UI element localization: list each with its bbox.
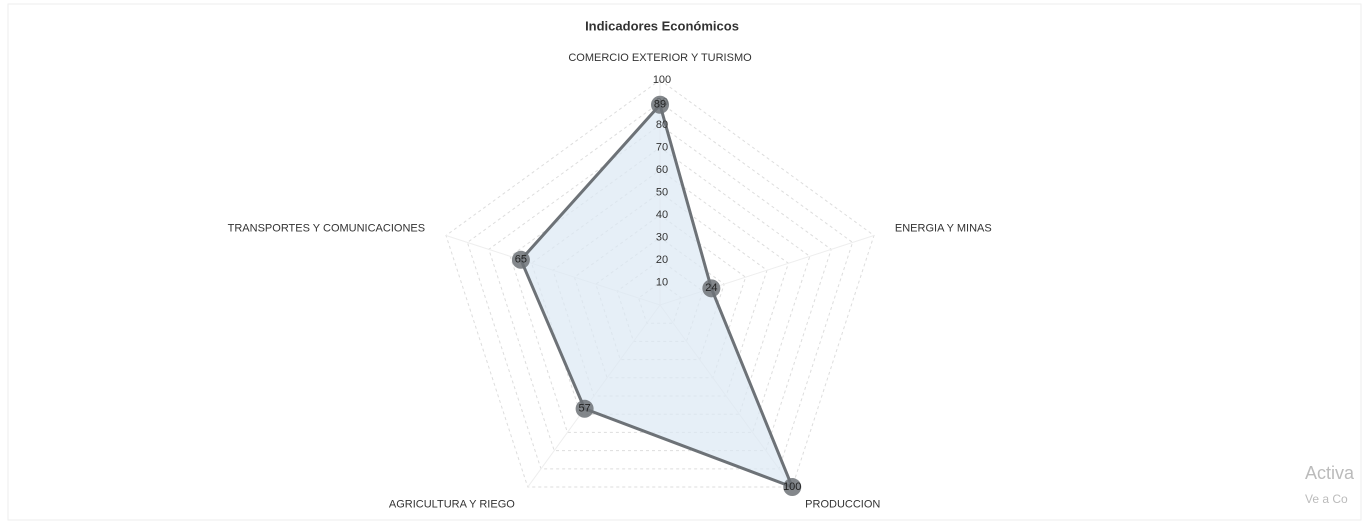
watermark: Ve a Co [1305, 492, 1348, 506]
watermark: Activa [1305, 463, 1355, 483]
grid-line [466, 101, 854, 470]
marker [575, 399, 594, 418]
data-label: 89 [654, 99, 666, 111]
grid-line [445, 79, 875, 488]
chart-title: Indicadores Económicos [585, 18, 739, 33]
category-label: AGRICULTURA Y RIEGO [389, 499, 515, 511]
marker [651, 95, 669, 114]
data-label: 24 [705, 282, 717, 294]
data-label: 57 [578, 403, 590, 415]
marker [783, 478, 802, 497]
tick-label: 10 [656, 276, 668, 288]
frame [7, 3, 1362, 521]
tick-label: 40 [656, 209, 668, 221]
tick-label: 30 [656, 231, 668, 243]
area [519, 103, 794, 489]
marker [702, 279, 721, 298]
tick-label: 70 [656, 141, 668, 153]
category-label: ENERGIA Y MINAS [895, 223, 992, 235]
tick-label: 80 [656, 119, 668, 131]
data-label: 65 [515, 254, 527, 266]
category-label: COMERCIO EXTERIOR Y TURISMO [568, 52, 752, 64]
tick-label: 20 [656, 254, 668, 266]
grid-line [488, 124, 832, 452]
tick-label: 60 [656, 164, 668, 176]
tick-label: 50 [656, 186, 668, 198]
category-label: TRANSPORTES Y COMUNICACIONES [228, 223, 425, 235]
category-label: PRODUCCION [805, 499, 880, 511]
marker [511, 250, 530, 269]
data-label: 100 [783, 481, 801, 493]
tick-label: 100 [653, 74, 671, 86]
